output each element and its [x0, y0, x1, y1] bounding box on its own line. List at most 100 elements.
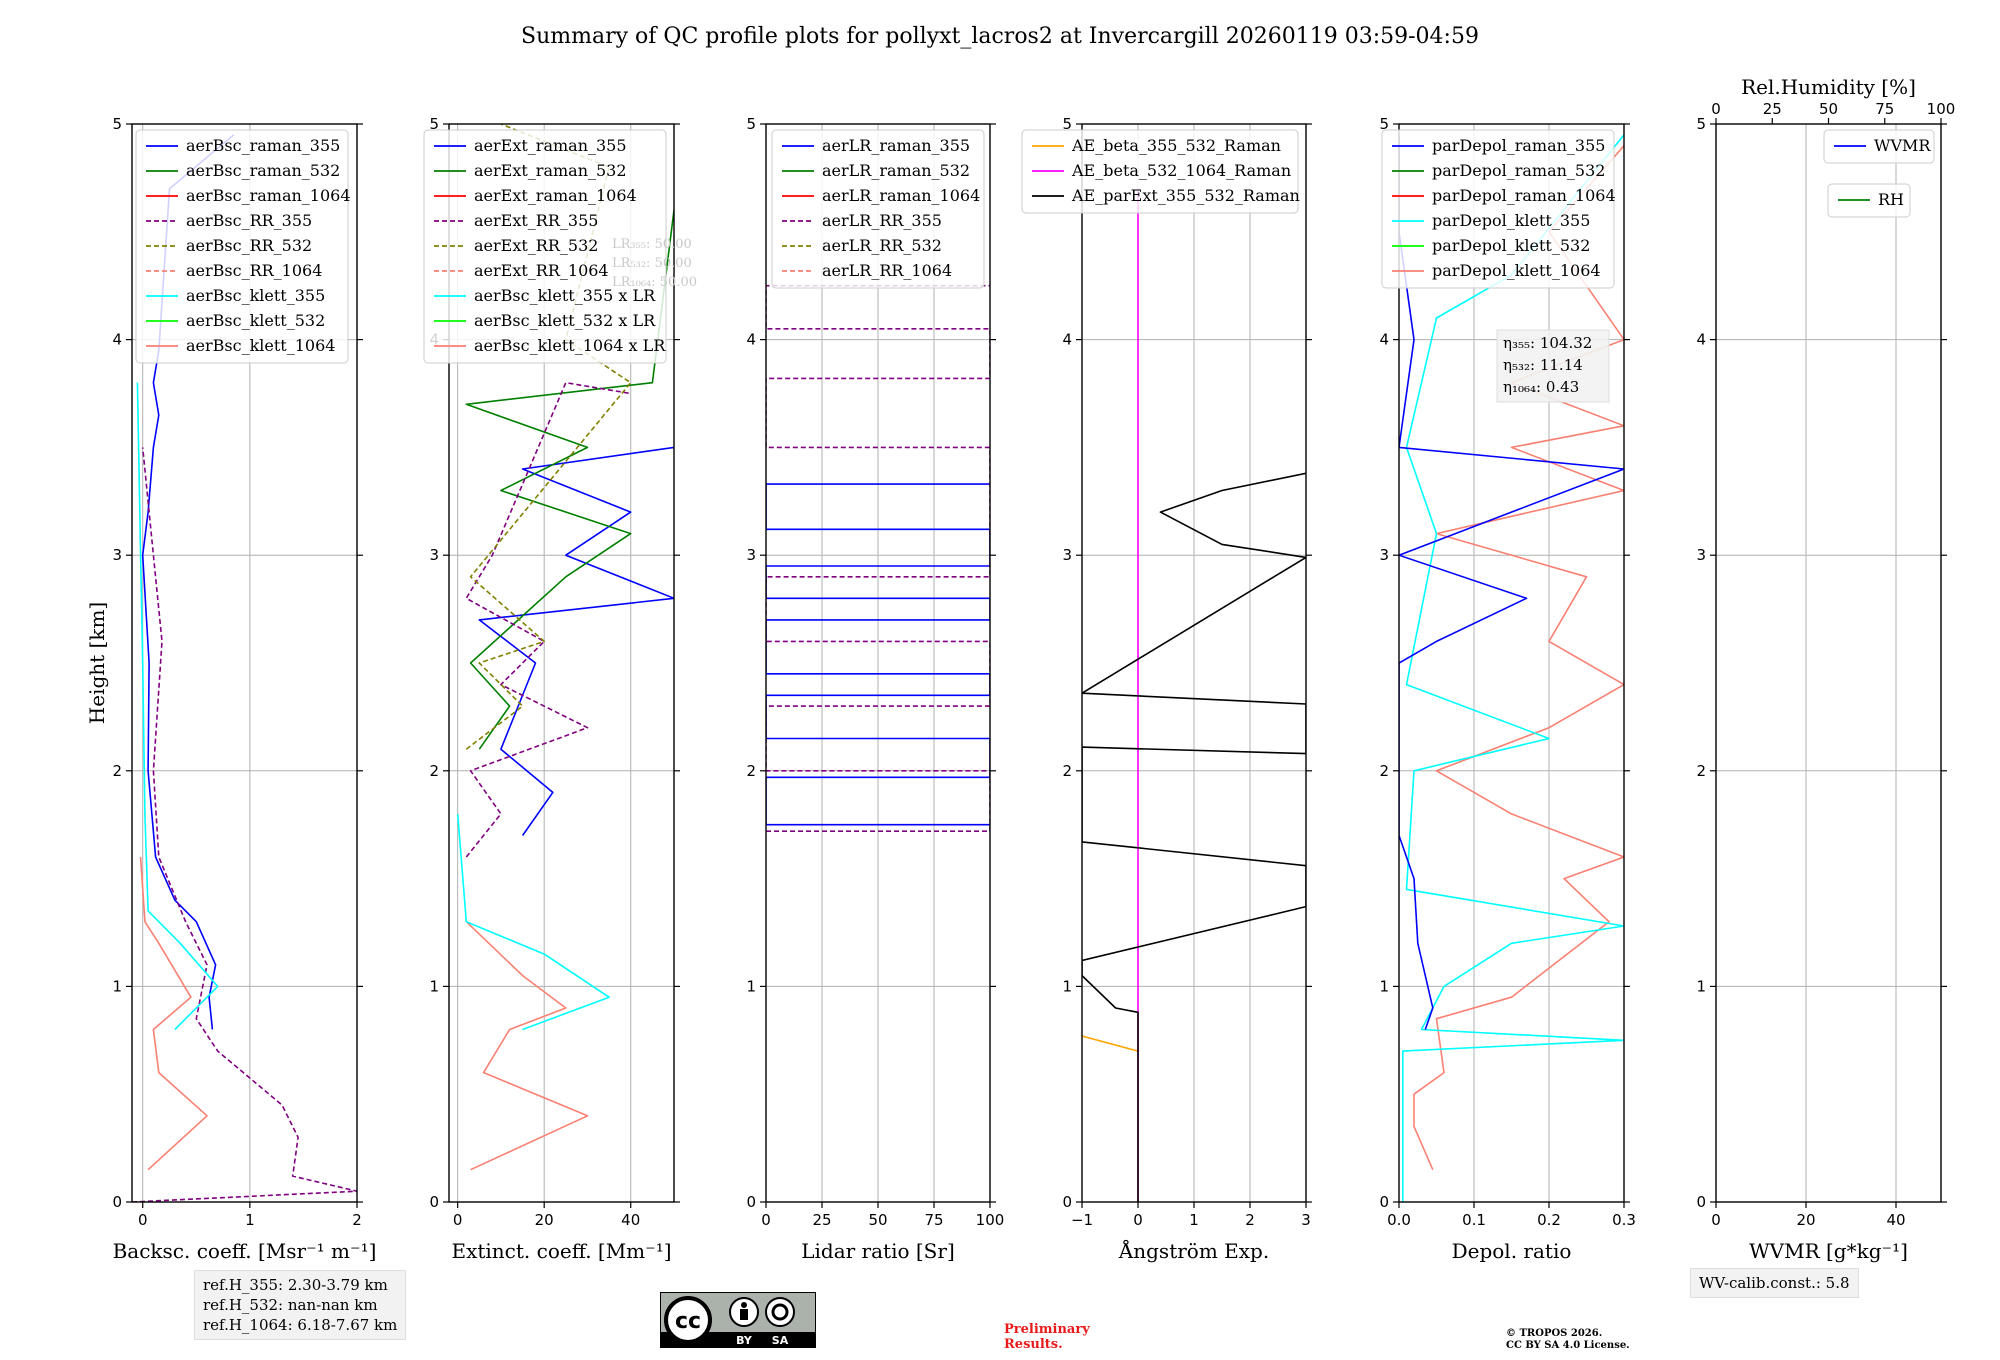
y-tick-label: 1	[429, 977, 439, 995]
legend-label: aerBsc_klett_355	[186, 286, 325, 305]
x-tick-label: 0	[138, 1211, 148, 1229]
legend-label: aerLR_raman_532	[822, 161, 970, 180]
y-tick-label: 5	[112, 115, 122, 133]
legend-label: parDepol_raman_355	[1432, 136, 1605, 155]
sa-label: SA	[772, 1334, 789, 1347]
x-tick-label: 40	[1886, 1211, 1905, 1229]
x-axis-label: Extinct. coeff. [Mm⁻¹]	[451, 1239, 671, 1263]
panel-ext: 02040012345Extinct. coeff. [Mm⁻¹]aerExt_…	[423, 115, 697, 1263]
y-tick-label: 1	[1062, 977, 1072, 995]
series-aerBsc_klett_355 x LR	[456, 813, 610, 1031]
x-tick-label: 2	[352, 1211, 362, 1229]
y-tick-label: 0	[1062, 1193, 1072, 1211]
eta-annotation-box: η₃₅₅: 104.32 η₅₃₂: 11.14 η₁₀₆₄: 0.43	[1496, 329, 1610, 403]
legend-label: aerBsc_RR_355	[186, 211, 312, 230]
legend-label: aerLR_RR_355	[822, 211, 942, 230]
legend-label: parDepol_raman_532	[1432, 161, 1605, 180]
y-tick-label: 4	[1379, 331, 1389, 349]
top-x-tick-label: 100	[1927, 100, 1956, 118]
axes-frame	[448, 123, 675, 1203]
x-axis-label: WVMR [g*kg⁻¹]	[1749, 1239, 1908, 1263]
top-x-tick-label: 0	[1711, 100, 1721, 118]
series-aerBsc_klett_1064 x LR	[465, 921, 589, 1171]
y-tick-label: 2	[1379, 762, 1389, 780]
panel-bsc: 0 1 2 0 1 2 3 4 5 Backsc. coeff. [Msr⁻¹ m⁻¹] Heigh…	[85, 115, 376, 1263]
x-tick-label: 0.1	[1462, 1211, 1486, 1229]
legend-label: aerExt_raman_532	[474, 161, 627, 180]
legend-ext: aerExt_raman_355 aerExt_raman_532 aerExt_r…	[423, 129, 667, 364]
ref-height-532: ref.H_532: nan-nan km	[203, 1296, 378, 1314]
legend-depol: parDepol_raman_355 parDepol_raman_532 parD…	[1381, 129, 1616, 289]
panel-wv: 0 20 40 0 1 2 3 4 5 WVMR [g*kg⁻¹] 0 25 50 75 100 Rel.Hu…	[1696, 75, 1955, 1263]
series-AE_parExt_355_532_Raman	[1082, 472, 1306, 1202]
legend-label: parDepol_klett_1064	[1432, 261, 1601, 280]
legend-lr: aerLR_raman_355 aerLR_raman_532 aerLR_rama…	[771, 129, 985, 289]
legend-label: aerExt_raman_355	[474, 136, 627, 155]
series-aerBsc_raman_355	[141, 134, 235, 1030]
copyright-line-2: CC BY SA 4.0 License.	[1506, 1340, 1630, 1351]
x-tick-label: 1	[245, 1211, 255, 1229]
x-tick-label: −1	[1071, 1211, 1093, 1229]
wv-calibration-box: WV-calib.const.: 5.8	[1690, 1268, 1859, 1298]
cc-by-sa-badge: cc BY SA	[660, 1292, 816, 1348]
legend-label: AE_beta_355_532_Raman	[1071, 136, 1281, 155]
y-tick-label: 2	[112, 762, 122, 780]
sa-share-icon	[765, 1297, 795, 1327]
x-tick-label: 0	[453, 1211, 463, 1229]
plot-area-depol	[1399, 134, 1624, 1202]
y-tick-label: 0	[746, 1193, 756, 1211]
x-tick-label: 1	[1189, 1211, 1199, 1229]
axes-frame	[1398, 123, 1625, 1203]
y-tick-label: 5	[1062, 115, 1072, 133]
y-tick-label: 4	[746, 331, 756, 349]
legend-label: WVMR	[1874, 136, 1931, 155]
series-aerExt_raman_532	[465, 210, 674, 750]
cc-icon	[664, 1296, 712, 1344]
y-tick-label: 5	[1379, 115, 1389, 133]
legend-frame	[1823, 129, 1935, 164]
y-tick-label: 5	[429, 115, 439, 133]
series-aerBsc_RR_355	[132, 447, 357, 1202]
series-aerExt_RR_355	[465, 381, 631, 858]
y-tick-label: 2	[429, 762, 439, 780]
legend-label: aerLR_RR_1064	[822, 261, 952, 280]
legend-frame	[1021, 129, 1299, 214]
x-tick-label: 0	[1133, 1211, 1143, 1229]
legend-label: aerLR_raman_355	[822, 136, 970, 155]
legend-label: AE_parExt_355_532_Raman	[1071, 186, 1300, 205]
y-tick-label: 2	[746, 762, 756, 780]
x-tick-label: 0.2	[1537, 1211, 1561, 1229]
x-tick-label: 3	[1301, 1211, 1311, 1229]
y-tick-label: 1	[746, 977, 756, 995]
x-tick-label: 20	[1796, 1211, 1815, 1229]
eta-annotation: η₁₀₆₄: 0.43	[1503, 378, 1579, 396]
legend-label: aerBsc_klett_1064 x LR	[474, 336, 666, 355]
y-tick-label: 3	[1062, 546, 1072, 564]
copyright-notice: © TROPOS 2026. CC BY SA 4.0 License.	[1506, 1328, 1630, 1352]
y-tick-label: 3	[1379, 546, 1389, 564]
top-x-axis-label: Rel.Humidity [%]	[1741, 75, 1916, 99]
legend-label: aerExt_RR_355	[474, 211, 598, 230]
y-tick-label: 0	[112, 1193, 122, 1211]
y-tick-label: 0	[1379, 1193, 1389, 1211]
copyright-line-1: © TROPOS 2026.	[1506, 1328, 1603, 1339]
x-tick-label: 0.3	[1612, 1211, 1636, 1229]
plot-area-bsc	[132, 134, 357, 1202]
legend-label: parDepol_klett_355	[1432, 211, 1590, 230]
y-tick-label: 1	[112, 977, 122, 995]
y-tick-label: 2	[1696, 762, 1706, 780]
x-tick-label: 75	[924, 1211, 943, 1229]
axes-frame	[131, 123, 358, 1203]
x-tick-label: 40	[621, 1211, 640, 1229]
axes-frame	[1715, 123, 1942, 1203]
preliminary-line-1: Preliminary	[1004, 1322, 1090, 1337]
x-axis-label: Lidar ratio [Sr]	[801, 1239, 955, 1263]
legend-label: aerBsc_raman_355	[186, 136, 340, 155]
legend-label: aerBsc_RR_532	[186, 236, 312, 255]
legend-rh: RH	[1827, 183, 1911, 218]
series-aerBsc_klett_1064	[139, 856, 208, 1171]
lidar-ratio-annotation: LR₃₅₅: 50.00	[612, 237, 692, 252]
x-tick-label: 25	[812, 1211, 831, 1229]
series-parDepol_raman_355	[1399, 134, 1624, 1030]
